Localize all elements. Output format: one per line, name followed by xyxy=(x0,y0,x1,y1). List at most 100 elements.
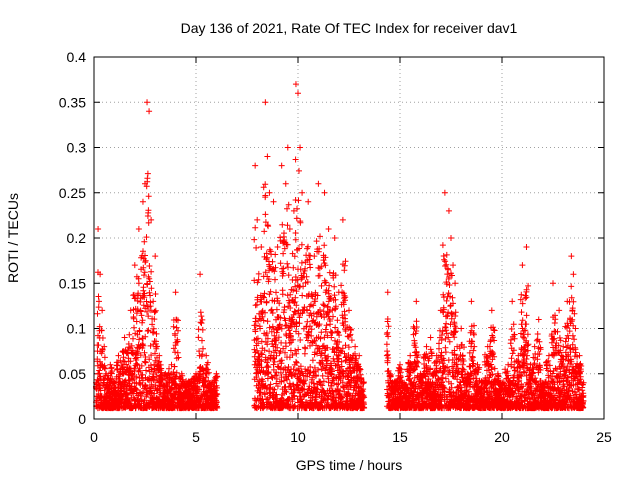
x-tick-label: 25 xyxy=(596,429,612,445)
y-axis-label: ROTI / TECUs xyxy=(5,193,21,283)
data-point xyxy=(203,352,210,359)
data-point xyxy=(556,307,563,314)
y-tick-label: 0.35 xyxy=(59,94,86,110)
data-point xyxy=(213,370,220,377)
y-tick-label: 0.05 xyxy=(59,366,86,382)
data-point xyxy=(127,307,134,314)
data-point xyxy=(576,352,583,359)
data-point xyxy=(388,388,395,395)
data-point xyxy=(331,235,338,241)
data-point xyxy=(535,316,542,323)
data-point xyxy=(315,180,322,187)
data-point xyxy=(339,216,346,223)
grid-lines xyxy=(94,57,604,419)
data-point xyxy=(433,352,440,359)
chart-title: Day 136 of 2021, Rate Of TEC Index for r… xyxy=(181,20,518,36)
data-point xyxy=(266,189,273,196)
data-point xyxy=(494,370,501,377)
data-point xyxy=(107,361,114,368)
data-point xyxy=(135,225,142,232)
data-points xyxy=(93,81,587,395)
y-tick-label: 0.2 xyxy=(67,230,87,246)
data-point xyxy=(290,207,297,214)
data-point xyxy=(325,225,332,232)
data-point xyxy=(564,298,571,305)
data-point xyxy=(545,352,552,359)
data-point xyxy=(464,370,471,377)
data-point xyxy=(560,343,567,350)
data-point xyxy=(570,271,577,278)
data-point xyxy=(468,298,475,305)
data-point xyxy=(111,379,118,386)
data-point xyxy=(454,343,461,350)
y-tick-label: 0.25 xyxy=(59,185,86,201)
data-point xyxy=(254,216,261,223)
data-point xyxy=(270,198,277,205)
data-point xyxy=(352,343,359,350)
data-point xyxy=(474,361,481,368)
data-point xyxy=(99,307,106,314)
data-point xyxy=(142,180,148,187)
data-point xyxy=(286,225,293,232)
data-point xyxy=(386,370,393,377)
data-point xyxy=(148,216,155,223)
data-point xyxy=(488,307,495,314)
data-point xyxy=(258,244,265,251)
data-point xyxy=(209,379,216,386)
data-point xyxy=(295,90,301,97)
x-axis-label: GPS time / hours xyxy=(296,457,403,473)
x-tick-label: 20 xyxy=(494,429,510,445)
data-point xyxy=(346,307,352,314)
data-point xyxy=(527,361,534,368)
data-point xyxy=(568,253,575,260)
y-tick-label: 0.15 xyxy=(59,275,86,291)
data-point xyxy=(321,189,328,196)
data-point xyxy=(152,253,159,260)
data-point xyxy=(580,379,587,386)
x-tick-label: 15 xyxy=(392,429,408,445)
data-point xyxy=(95,225,102,232)
y-tick-label: 0.3 xyxy=(67,140,87,156)
data-point xyxy=(478,379,485,386)
data-point xyxy=(278,162,285,169)
data-point xyxy=(299,189,306,196)
data-point xyxy=(437,307,444,314)
data-point xyxy=(550,280,556,287)
data-point xyxy=(146,108,153,115)
point-cloud-path xyxy=(93,156,587,412)
data-point xyxy=(150,298,157,305)
data-point xyxy=(139,198,146,205)
plot-frame xyxy=(93,56,605,420)
data-point xyxy=(305,198,312,205)
data-point xyxy=(427,334,434,341)
data-point xyxy=(499,388,505,395)
data-point xyxy=(197,271,204,278)
data-point xyxy=(311,253,318,260)
data-point xyxy=(450,262,457,269)
data-point xyxy=(441,189,448,196)
data-point xyxy=(539,379,546,386)
data-point xyxy=(252,162,259,169)
data-point xyxy=(292,81,299,88)
data-point xyxy=(523,244,530,251)
y-tick-label: 0.1 xyxy=(67,321,87,337)
data-point xyxy=(413,298,420,305)
data-point xyxy=(423,343,430,350)
data-point xyxy=(184,379,191,386)
data-point xyxy=(407,352,414,359)
x-tick-label: 10 xyxy=(290,429,306,445)
data-point-cloud xyxy=(93,156,587,412)
data-point xyxy=(572,325,579,332)
data-point xyxy=(274,244,281,251)
data-point xyxy=(162,370,169,377)
data-point xyxy=(356,352,363,359)
data-point xyxy=(505,361,512,368)
data-point xyxy=(458,325,465,332)
x-tick-label: 5 xyxy=(192,429,200,445)
data-point xyxy=(131,262,138,269)
y-tick-label: 0.4 xyxy=(67,49,87,65)
data-point xyxy=(515,352,522,359)
data-point xyxy=(297,144,304,151)
data-point xyxy=(103,370,110,377)
data-point xyxy=(401,379,408,386)
